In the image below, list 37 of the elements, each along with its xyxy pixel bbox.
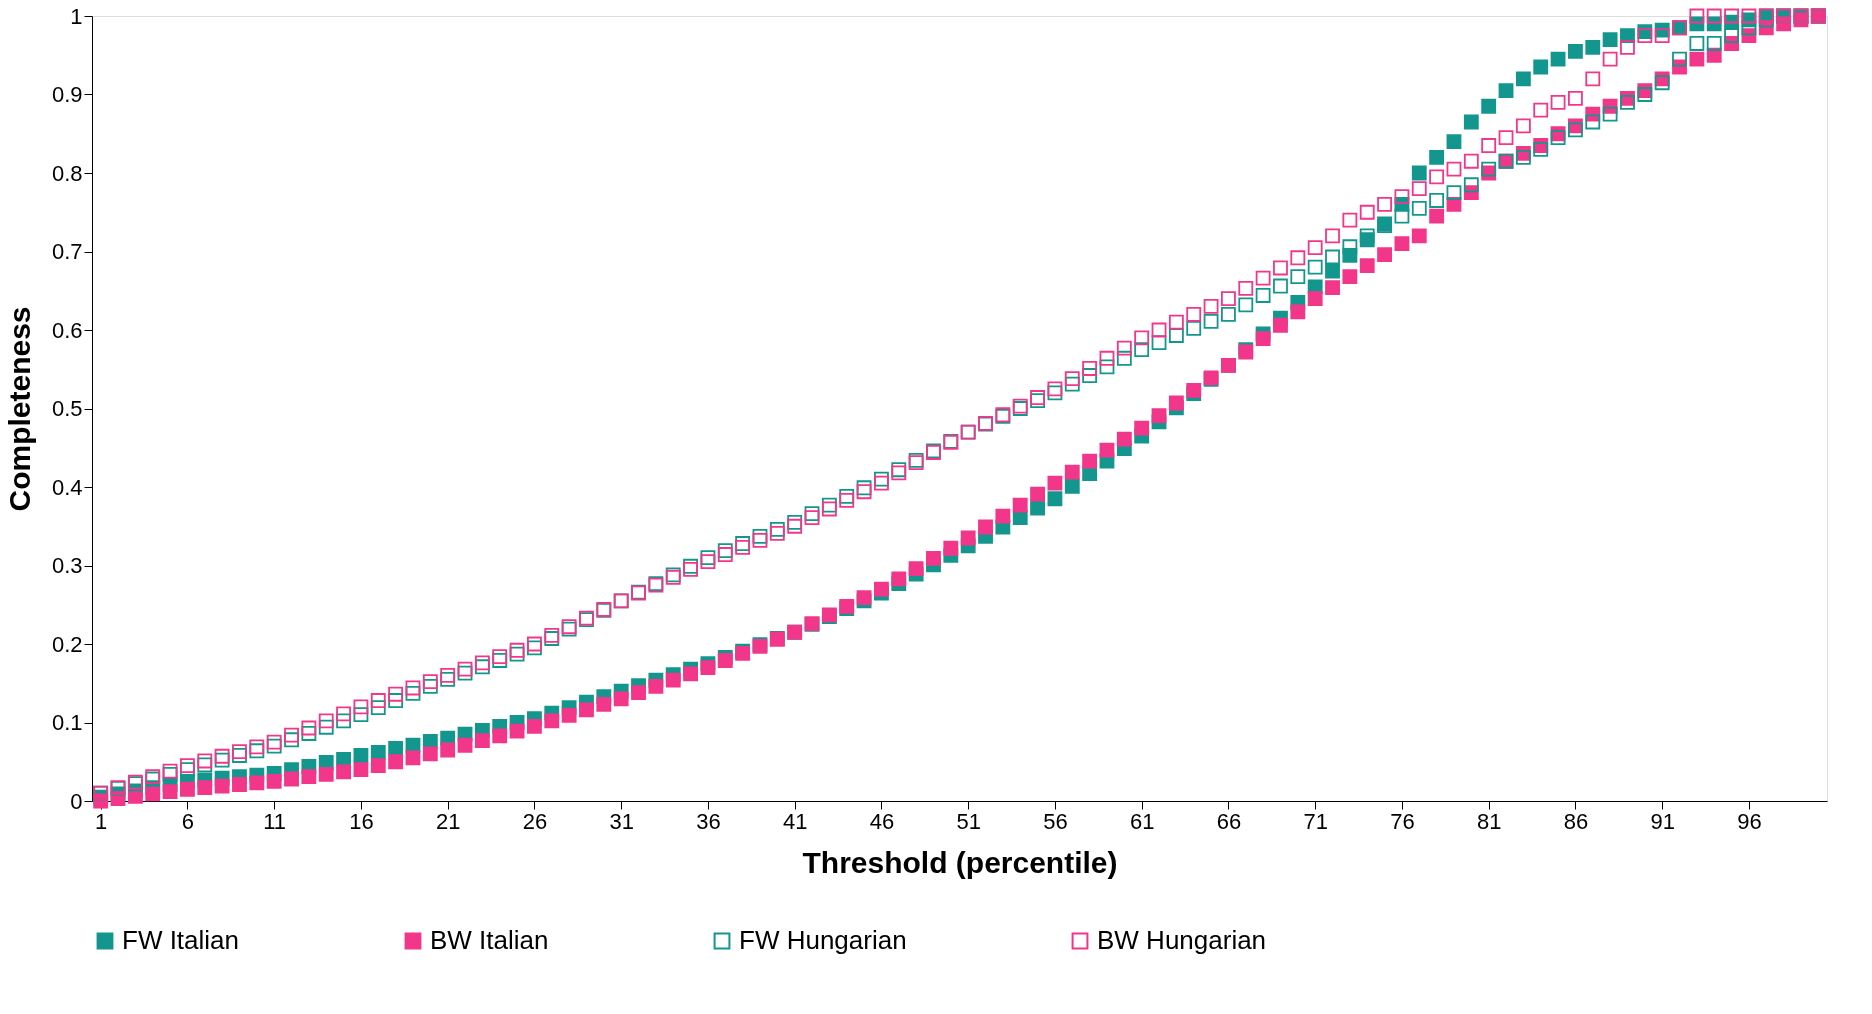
- x-tick-label: 51: [956, 808, 981, 834]
- x-tick-label: 26: [522, 808, 548, 834]
- x-tick-label: 6: [181, 808, 195, 834]
- y-tick-label: 0.4: [51, 474, 83, 500]
- y-tick-label: 0: [70, 788, 83, 814]
- x-tick-label: 46: [869, 808, 895, 834]
- x-tick-label: 31: [609, 808, 634, 834]
- x-tick-label: 86: [1563, 808, 1589, 834]
- x-tick-label: 91: [1650, 808, 1675, 834]
- x-tick-label: 21: [435, 808, 461, 834]
- y-tick-label: 0.5: [51, 396, 83, 421]
- y-tick-label: 0.2: [51, 631, 83, 657]
- x-tick-label: 1: [95, 808, 108, 834]
- x-tick-label: 96: [1737, 808, 1762, 834]
- y-tick-label: 0.8: [51, 160, 83, 186]
- y-tick-label: 0.9: [51, 82, 83, 107]
- x-tick-label: 11: [263, 808, 287, 834]
- legend-label: BW Italian: [430, 925, 549, 955]
- x-tick-label: 66: [1216, 808, 1242, 834]
- y-tick-label: 0.6: [51, 317, 83, 343]
- x-tick-label: 71: [1303, 808, 1328, 834]
- y-tick-label: 0.3: [51, 553, 83, 578]
- x-axis-title: Threshold (percentile): [802, 845, 1118, 879]
- legend-label: BW Hungarian: [1097, 925, 1267, 955]
- x-tick-label: 56: [1043, 808, 1068, 834]
- y-tick-label: 0.1: [51, 710, 83, 735]
- y-tick-label: 1: [70, 3, 83, 29]
- y-axis-title: Completeness: [2, 306, 36, 512]
- x-tick-label: 61: [1129, 808, 1155, 834]
- legend-label: FW Italian: [122, 925, 240, 955]
- legend-label: FW Hungarian: [739, 925, 907, 955]
- x-tick-label: 16: [349, 808, 374, 834]
- x-tick-label: 41: [782, 808, 808, 834]
- x-tick-label: 76: [1390, 808, 1415, 834]
- x-tick-label: 36: [696, 808, 721, 834]
- x-tick-label: 81: [1476, 808, 1502, 834]
- y-tick-label: 0.7: [51, 239, 83, 264]
